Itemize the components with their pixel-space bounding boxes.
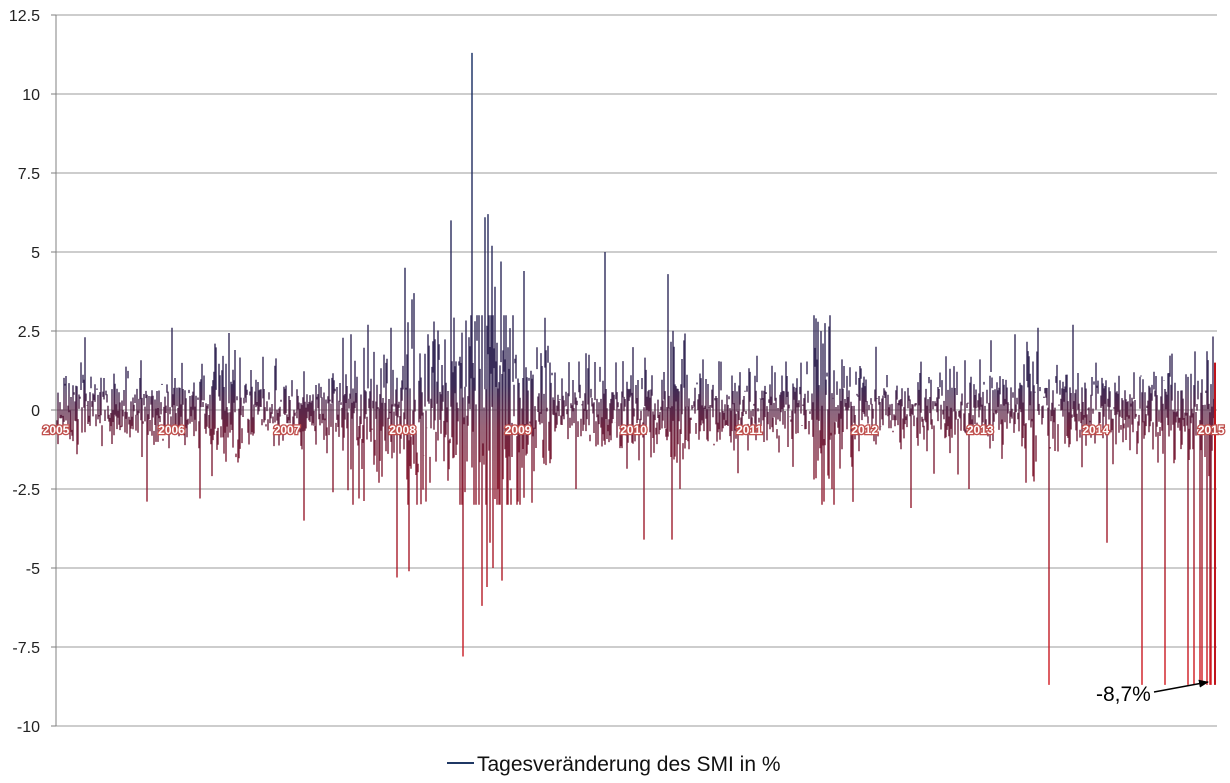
x-axis-ticks: 2005 2006 2007 2008 2009 2010 2011 2012 2013 2014… bbox=[41, 422, 1226, 439]
y-tick-label: 10 bbox=[22, 87, 40, 104]
annotation-min-value: -8,7% bbox=[1096, 679, 1209, 706]
x-tick-label: 2015 bbox=[1198, 423, 1225, 437]
series-smi-daily-change bbox=[56, 52, 1217, 685]
x-tick-label: 2014 bbox=[1082, 423, 1109, 437]
data-point bbox=[303, 356, 304, 357]
x-tick-label: 2007 bbox=[274, 423, 301, 437]
y-tick-label: -10 bbox=[17, 719, 40, 736]
data-point bbox=[1216, 684, 1217, 685]
y-tick-label: -7.5 bbox=[12, 640, 40, 657]
legend: Tagesveränderung des SMI in % bbox=[447, 753, 781, 776]
annotation-arrow bbox=[1153, 679, 1209, 693]
x-tick-label: 2011 bbox=[736, 423, 762, 437]
gridlines bbox=[56, 14, 1217, 727]
x-tick-label: 2009 bbox=[505, 423, 532, 437]
y-tick-label: -5 bbox=[26, 561, 40, 578]
annotation-label: -8,7% bbox=[1096, 683, 1151, 706]
series-line bbox=[56, 52, 1215, 685]
x-tick-label: 2012 bbox=[851, 423, 878, 437]
y-tick-label: 12.5 bbox=[9, 8, 40, 25]
y-axis-ticks: 12.5 10 7.5 5 2.5 0 -2.5 -5 -7.5 -10 bbox=[9, 8, 56, 736]
legend-label: Tagesveränderung des SMI in % bbox=[477, 753, 781, 776]
y-tick-label: 0 bbox=[31, 403, 40, 420]
x-tick-label: 2006 bbox=[158, 423, 185, 437]
x-tick-label: 2005 bbox=[43, 423, 70, 437]
y-tick-label: 2.5 bbox=[18, 324, 40, 341]
y-tick-label: 5 bbox=[31, 245, 40, 262]
x-tick-label: 2008 bbox=[389, 423, 416, 437]
x-tick-label: 2010 bbox=[620, 423, 647, 437]
data-point bbox=[547, 387, 548, 388]
y-tick-label: 7.5 bbox=[18, 166, 40, 183]
y-tick-label: -2.5 bbox=[12, 482, 40, 499]
x-tick-label: 2013 bbox=[967, 423, 994, 437]
